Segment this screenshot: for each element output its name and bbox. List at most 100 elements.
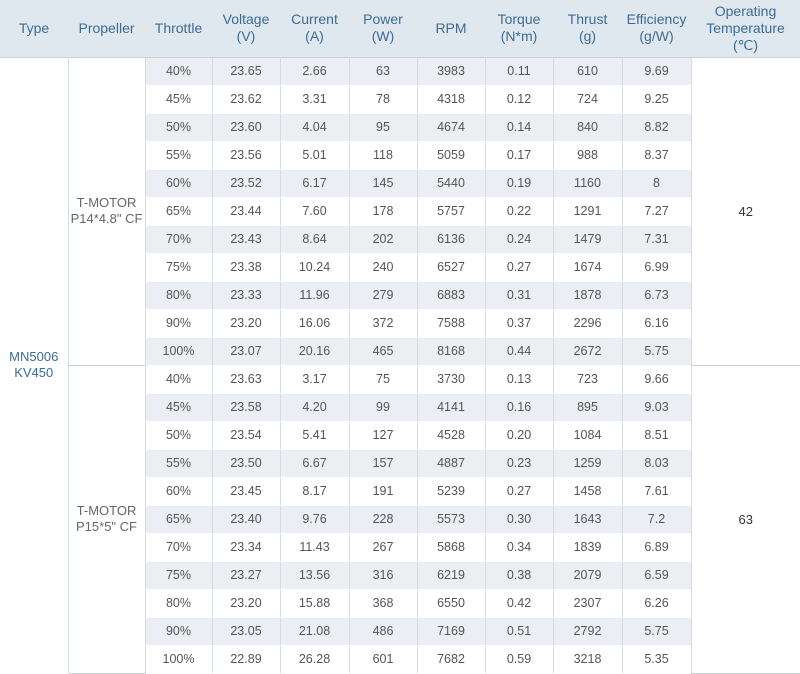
rpm-cell: 5573 bbox=[416, 505, 485, 534]
header-throttle: Throttle bbox=[145, 0, 212, 58]
efficiency-cell: 6.26 bbox=[621, 589, 691, 618]
motor-type-cell: MN5006 KV450 bbox=[0, 57, 68, 674]
rpm-cell: 6550 bbox=[416, 589, 485, 618]
thrust-cell: 988 bbox=[552, 141, 622, 170]
rpm-cell: 5239 bbox=[416, 477, 485, 506]
efficiency-cell: 7.31 bbox=[621, 225, 691, 254]
thrust-cell: 1878 bbox=[552, 281, 622, 310]
efficiency-cell: 9.69 bbox=[621, 57, 691, 86]
rpm-cell: 6219 bbox=[416, 561, 485, 590]
table-row: 55% 23.56 5.01 118 5059 0.17 988 8.37 bbox=[0, 141, 800, 170]
current-cell: 6.17 bbox=[279, 169, 349, 198]
table-row: 45% 23.58 4.20 99 4141 0.16 895 9.03 bbox=[0, 393, 800, 422]
rpm-cell: 3983 bbox=[416, 57, 485, 86]
table-row: 100% 23.07 20.16 465 8168 0.44 2672 5.75 bbox=[0, 337, 800, 366]
header-rpm: RPM bbox=[417, 0, 485, 58]
torque-cell: 0.37 bbox=[484, 309, 553, 338]
voltage-cell: 23.27 bbox=[211, 561, 280, 590]
power-cell: 279 bbox=[348, 281, 417, 310]
current-cell: 2.66 bbox=[279, 57, 349, 86]
rpm-cell: 6527 bbox=[416, 253, 485, 282]
power-cell: 63 bbox=[348, 57, 417, 86]
efficiency-cell: 7.61 bbox=[621, 477, 691, 506]
current-cell: 11.43 bbox=[279, 533, 349, 562]
throttle-cell: 70% bbox=[144, 533, 212, 562]
torque-cell: 0.16 bbox=[484, 393, 553, 422]
current-cell: 3.31 bbox=[279, 85, 349, 114]
table-row: 90% 23.05 21.08 486 7169 0.51 2792 5.75 bbox=[0, 617, 800, 646]
voltage-cell: 23.63 bbox=[211, 365, 280, 394]
propeller-cell: T-MOTOR P15*5" CF bbox=[67, 365, 145, 674]
current-cell: 5.41 bbox=[279, 421, 349, 450]
efficiency-cell: 9.66 bbox=[621, 365, 691, 394]
efficiency-cell: 8 bbox=[621, 169, 691, 198]
efficiency-cell: 6.99 bbox=[621, 253, 691, 282]
efficiency-cell: 6.73 bbox=[621, 281, 691, 310]
efficiency-cell: 8.37 bbox=[621, 141, 691, 170]
power-cell: 95 bbox=[348, 113, 417, 142]
thrust-cell: 895 bbox=[552, 393, 622, 422]
voltage-cell: 22.89 bbox=[211, 645, 280, 674]
torque-cell: 0.23 bbox=[484, 449, 553, 478]
current-cell: 3.17 bbox=[279, 365, 349, 394]
voltage-cell: 23.50 bbox=[211, 449, 280, 478]
power-cell: 240 bbox=[348, 253, 417, 282]
current-cell: 8.64 bbox=[279, 225, 349, 254]
throttle-cell: 40% bbox=[144, 365, 212, 394]
rpm-cell: 4318 bbox=[416, 85, 485, 114]
table-row: 45% 23.62 3.31 78 4318 0.12 724 9.25 bbox=[0, 85, 800, 114]
torque-cell: 0.13 bbox=[484, 365, 553, 394]
voltage-cell: 23.38 bbox=[211, 253, 280, 282]
operating-temperature-cell: 63 bbox=[690, 365, 800, 674]
table-row: 90% 23.20 16.06 372 7588 0.37 2296 6.16 bbox=[0, 309, 800, 338]
efficiency-cell: 6.16 bbox=[621, 309, 691, 338]
header-type: Type bbox=[0, 0, 68, 58]
power-cell: 127 bbox=[348, 421, 417, 450]
voltage-cell: 23.65 bbox=[211, 57, 280, 86]
voltage-cell: 23.05 bbox=[211, 617, 280, 646]
current-cell: 13.56 bbox=[279, 561, 349, 590]
thrust-cell: 724 bbox=[552, 85, 622, 114]
throttle-cell: 80% bbox=[144, 589, 212, 618]
current-cell: 5.01 bbox=[279, 141, 349, 170]
table-row: 65% 23.40 9.76 228 5573 0.30 1643 7.2 bbox=[0, 505, 800, 534]
torque-cell: 0.11 bbox=[484, 57, 553, 86]
torque-cell: 0.22 bbox=[484, 197, 553, 226]
efficiency-cell: 7.2 bbox=[621, 505, 691, 534]
voltage-cell: 23.54 bbox=[211, 421, 280, 450]
current-cell: 4.20 bbox=[279, 393, 349, 422]
header-power: Power (W) bbox=[349, 0, 417, 58]
power-cell: 202 bbox=[348, 225, 417, 254]
power-cell: 465 bbox=[348, 337, 417, 366]
current-cell: 4.04 bbox=[279, 113, 349, 142]
current-cell: 20.16 bbox=[279, 337, 349, 366]
rpm-cell: 3730 bbox=[416, 365, 485, 394]
thrust-cell: 1643 bbox=[552, 505, 622, 534]
rpm-cell: 4141 bbox=[416, 393, 485, 422]
rpm-cell: 8168 bbox=[416, 337, 485, 366]
efficiency-cell: 8.03 bbox=[621, 449, 691, 478]
throttle-cell: 55% bbox=[144, 141, 212, 170]
propeller-cell: T-MOTOR P14*4.8" CF bbox=[67, 57, 145, 366]
table-row: 65% 23.44 7.60 178 5757 0.22 1291 7.27 bbox=[0, 197, 800, 226]
table-row: 70% 23.34 11.43 267 5868 0.34 1839 6.89 bbox=[0, 533, 800, 562]
torque-cell: 0.20 bbox=[484, 421, 553, 450]
table-row: 100% 22.89 26.28 601 7682 0.59 3218 5.35 bbox=[0, 645, 800, 674]
throttle-cell: 80% bbox=[144, 281, 212, 310]
power-cell: 267 bbox=[348, 533, 417, 562]
rpm-cell: 7169 bbox=[416, 617, 485, 646]
thrust-cell: 840 bbox=[552, 113, 622, 142]
table-row: 55% 23.50 6.67 157 4887 0.23 1259 8.03 bbox=[0, 449, 800, 478]
table-row: 70% 23.43 8.64 202 6136 0.24 1479 7.31 bbox=[0, 225, 800, 254]
efficiency-cell: 6.59 bbox=[621, 561, 691, 590]
throttle-cell: 40% bbox=[144, 57, 212, 86]
thrust-cell: 723 bbox=[552, 365, 622, 394]
current-cell: 15.88 bbox=[279, 589, 349, 618]
power-cell: 78 bbox=[348, 85, 417, 114]
current-cell: 7.60 bbox=[279, 197, 349, 226]
thrust-cell: 2079 bbox=[552, 561, 622, 590]
table-row: 50% 23.54 5.41 127 4528 0.20 1084 8.51 bbox=[0, 421, 800, 450]
torque-cell: 0.12 bbox=[484, 85, 553, 114]
header-row: Type Propeller Throttle Voltage (V) Current (A… bbox=[0, 0, 800, 58]
rpm-cell: 5868 bbox=[416, 533, 485, 562]
